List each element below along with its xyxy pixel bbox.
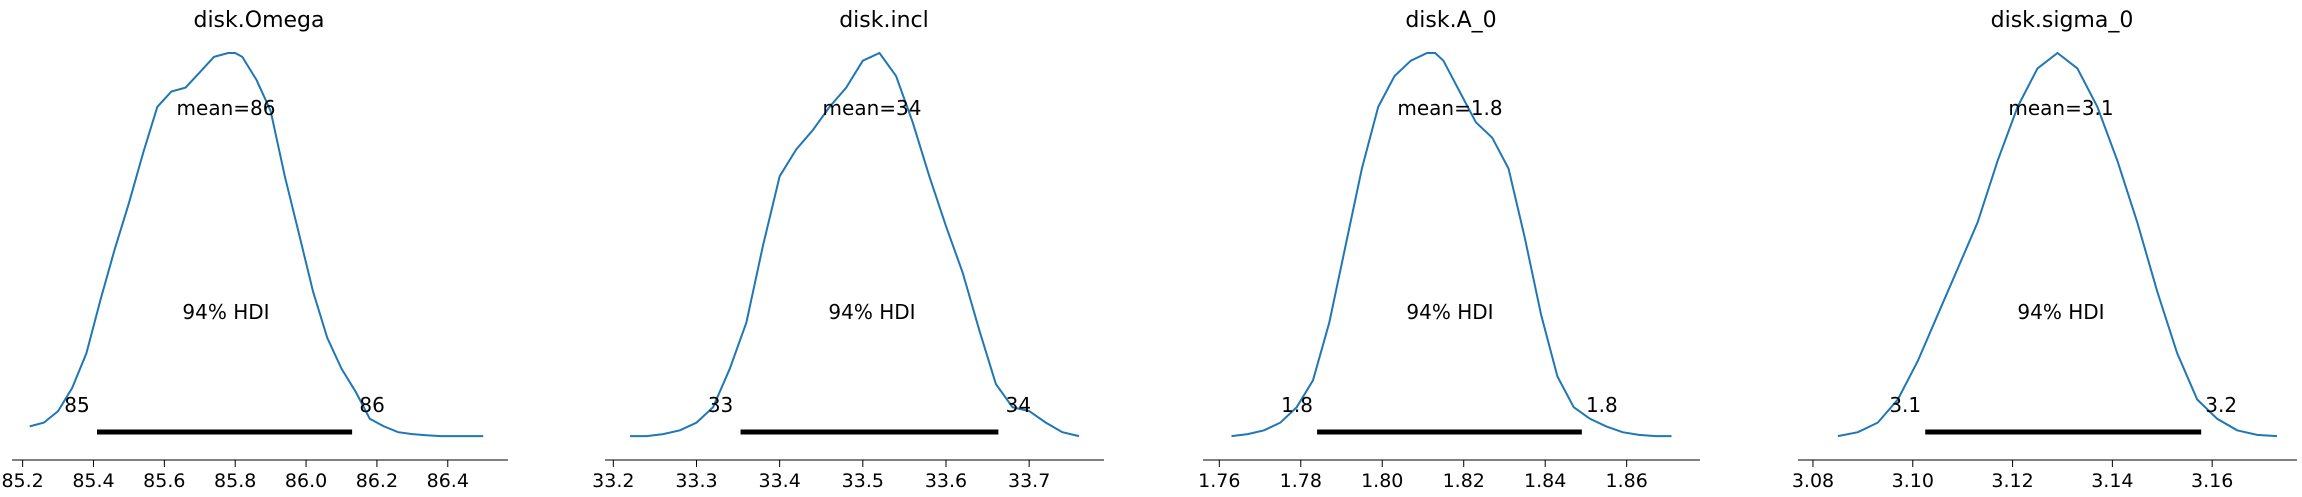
x-tick-label: 33.3 <box>675 470 717 492</box>
mean-label: mean=34 <box>823 96 922 120</box>
x-tick-label: 85.2 <box>1 470 43 492</box>
mean-label: mean=1.8 <box>1397 96 1502 120</box>
x-tick-label: 33.2 <box>592 470 634 492</box>
hdi-high-label: 34 <box>1006 393 1031 417</box>
mean-label: mean=86 <box>177 96 276 120</box>
hdi-high-label: 86 <box>359 393 384 417</box>
density-curve <box>1837 51 2278 438</box>
chart-panel: disk.A_0 1.76 1.78 1.80 1.82 1.84 1.86 mean=1.8… <box>1198 8 1700 492</box>
x-tick-label: 33.6 <box>925 470 967 492</box>
x-tick-label: 86.4 <box>427 470 469 492</box>
density-curve <box>29 52 484 438</box>
hdi-label: 94% HDI <box>828 300 915 324</box>
x-tick-label: 3.14 <box>2091 470 2133 492</box>
x-tick-label: 1.82 <box>1443 470 1485 492</box>
x-tick-label: 33.5 <box>842 470 884 492</box>
x-tick-label: 85.6 <box>143 470 185 492</box>
x-tick-label: 1.76 <box>1198 470 1240 492</box>
x-tick-label: 85.8 <box>214 470 256 492</box>
panel-title: disk.Omega <box>193 8 324 33</box>
x-tick-label: 33.4 <box>758 470 800 492</box>
hdi-low-label: 1.8 <box>1281 393 1313 417</box>
x-tick-label: 1.84 <box>1524 470 1566 492</box>
mean-label: mean=3.1 <box>2008 96 2113 120</box>
panel-title: disk.A_0 <box>1405 8 1496 33</box>
x-tick-label: 3.12 <box>1991 470 2033 492</box>
x-tick-label: 86.0 <box>285 470 327 492</box>
x-tick-label: 3.08 <box>1792 470 1834 492</box>
hdi-low-label: 3.1 <box>1889 393 1921 417</box>
panel-title: disk.sigma_0 <box>1991 8 2134 33</box>
x-tick-label: 33.7 <box>1008 470 1050 492</box>
hdi-label: 94% HDI <box>1406 300 1493 324</box>
chart-panel: disk.sigma_0 3.08 3.10 3.12 3.14 3.16 mean=3.1… <box>1792 8 2297 492</box>
panel-title: disk.incl <box>839 8 929 33</box>
hdi-low-label: 33 <box>708 393 733 417</box>
density-curve <box>630 51 1080 438</box>
density-curve <box>1231 52 1672 438</box>
x-tick-label: 1.78 <box>1280 470 1322 492</box>
chart-panel: disk.Omega 85.2 85.4 85.6 85.8 86.0 86.2 86.4 me… <box>1 8 508 492</box>
x-tick-label: 1.86 <box>1606 470 1648 492</box>
x-tick-label: 3.10 <box>1892 470 1934 492</box>
hdi-label: 94% HDI <box>182 300 269 324</box>
hdi-high-label: 3.2 <box>2205 393 2237 417</box>
hdi-high-label: 1.8 <box>1586 393 1618 417</box>
x-tick-label: 86.2 <box>356 470 398 492</box>
x-tick-label: 1.80 <box>1361 470 1403 492</box>
chart-panel: disk.incl 33.2 33.3 33.4 33.5 33.6 33.7 mean=34… <box>592 8 1104 492</box>
x-tick-label: 85.4 <box>72 470 114 492</box>
hdi-low-label: 85 <box>64 393 89 417</box>
hdi-label: 94% HDI <box>2017 300 2104 324</box>
x-tick-label: 3.16 <box>2191 470 2233 492</box>
